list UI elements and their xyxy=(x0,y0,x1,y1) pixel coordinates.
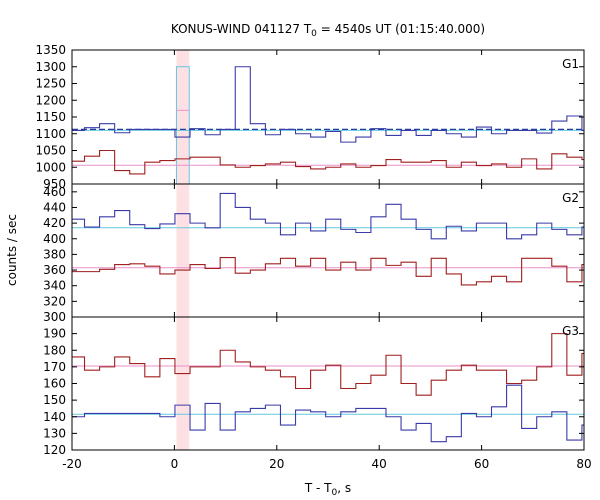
y-tick-label: 140 xyxy=(43,410,66,424)
y-tick-label: 1100 xyxy=(35,127,66,141)
step-series-red xyxy=(72,149,584,175)
x-tick-label: 20 xyxy=(269,457,284,471)
x-axis-title: T - T0, s xyxy=(304,481,351,498)
x-tick-label: -20 xyxy=(62,457,82,471)
step-series-blue xyxy=(72,192,584,240)
y-tick-label: 360 xyxy=(43,263,66,277)
x-tick-label: 40 xyxy=(372,457,387,471)
y-tick-label: 460 xyxy=(43,185,66,199)
panel-label-g2: G2 xyxy=(562,191,579,205)
y-tick-label: 440 xyxy=(43,200,66,214)
y-tick-label: 1250 xyxy=(35,77,66,91)
panel-plot-area xyxy=(72,66,584,184)
y-tick-label: 1050 xyxy=(35,144,66,158)
step-series-red xyxy=(72,333,584,396)
y-tick-label: 300 xyxy=(43,310,66,324)
y-tick-label: 950 xyxy=(43,177,66,191)
y-tick-label: 1350 xyxy=(35,43,66,57)
y-tick-label: 340 xyxy=(43,279,66,293)
plot-layer: 95010001050110011501200125013001350G1300… xyxy=(35,43,591,471)
y-axis-title: counts / sec xyxy=(5,214,19,286)
x-tick-label: 60 xyxy=(474,457,489,471)
step-series-blue xyxy=(72,384,584,443)
y-tick-label: 400 xyxy=(43,232,66,246)
y-tick-label: 150 xyxy=(43,393,66,407)
panel-frame xyxy=(71,183,585,318)
y-tick-label: 190 xyxy=(43,327,66,341)
y-tick-label: 130 xyxy=(43,426,66,440)
y-tick-label: 1300 xyxy=(35,60,66,74)
x-axis-title-suffix: , s xyxy=(337,481,351,495)
band-fill-rect xyxy=(175,66,190,184)
panel-label-g3: G3 xyxy=(562,324,579,338)
chart-title: KONUS-WIND 041127 T0 = 4540s UT (01:15:4… xyxy=(171,22,485,39)
panel-plot-area xyxy=(72,333,584,443)
panel-frame xyxy=(71,49,585,185)
y-tick-label: 320 xyxy=(43,294,66,308)
y-tick-label: 160 xyxy=(43,377,66,391)
y-tick-label: 170 xyxy=(43,360,66,374)
y-tick-label: 1150 xyxy=(35,110,66,124)
highlight-band xyxy=(176,50,190,450)
step-series-blue xyxy=(72,66,584,143)
panel-plot-area xyxy=(72,192,584,286)
chart-title-suffix: = 4540s UT (01:15:40.000) xyxy=(317,22,485,36)
chart-title-subscript: 0 xyxy=(311,29,317,39)
panel-g1: 950 1000 1050 1100 1150 1200 1250 1300 1350 G1 xyxy=(35,43,585,191)
y-tick-label: 120 xyxy=(43,443,66,457)
panel-label-g1: G1 xyxy=(562,57,579,71)
panel-g3: 120 130 140 150 160 170 180 190 G3 xyxy=(43,316,585,457)
x-axis-title-prefix: T - T xyxy=(304,481,332,495)
y-tick-label: 1200 xyxy=(35,93,66,107)
x-tick-label: 80 xyxy=(576,457,591,471)
chart-title-prefix: KONUS-WIND 041127 T xyxy=(171,22,312,36)
y-tick-label: 1000 xyxy=(35,160,66,174)
y-tick-label: 180 xyxy=(43,343,66,357)
y-tick-label: 420 xyxy=(43,216,66,230)
step-series-red xyxy=(72,256,584,286)
y-tick-label: 380 xyxy=(43,247,66,261)
x-axis-title-subscript: 0 xyxy=(332,488,338,498)
x-tick-label: 0 xyxy=(171,457,179,471)
